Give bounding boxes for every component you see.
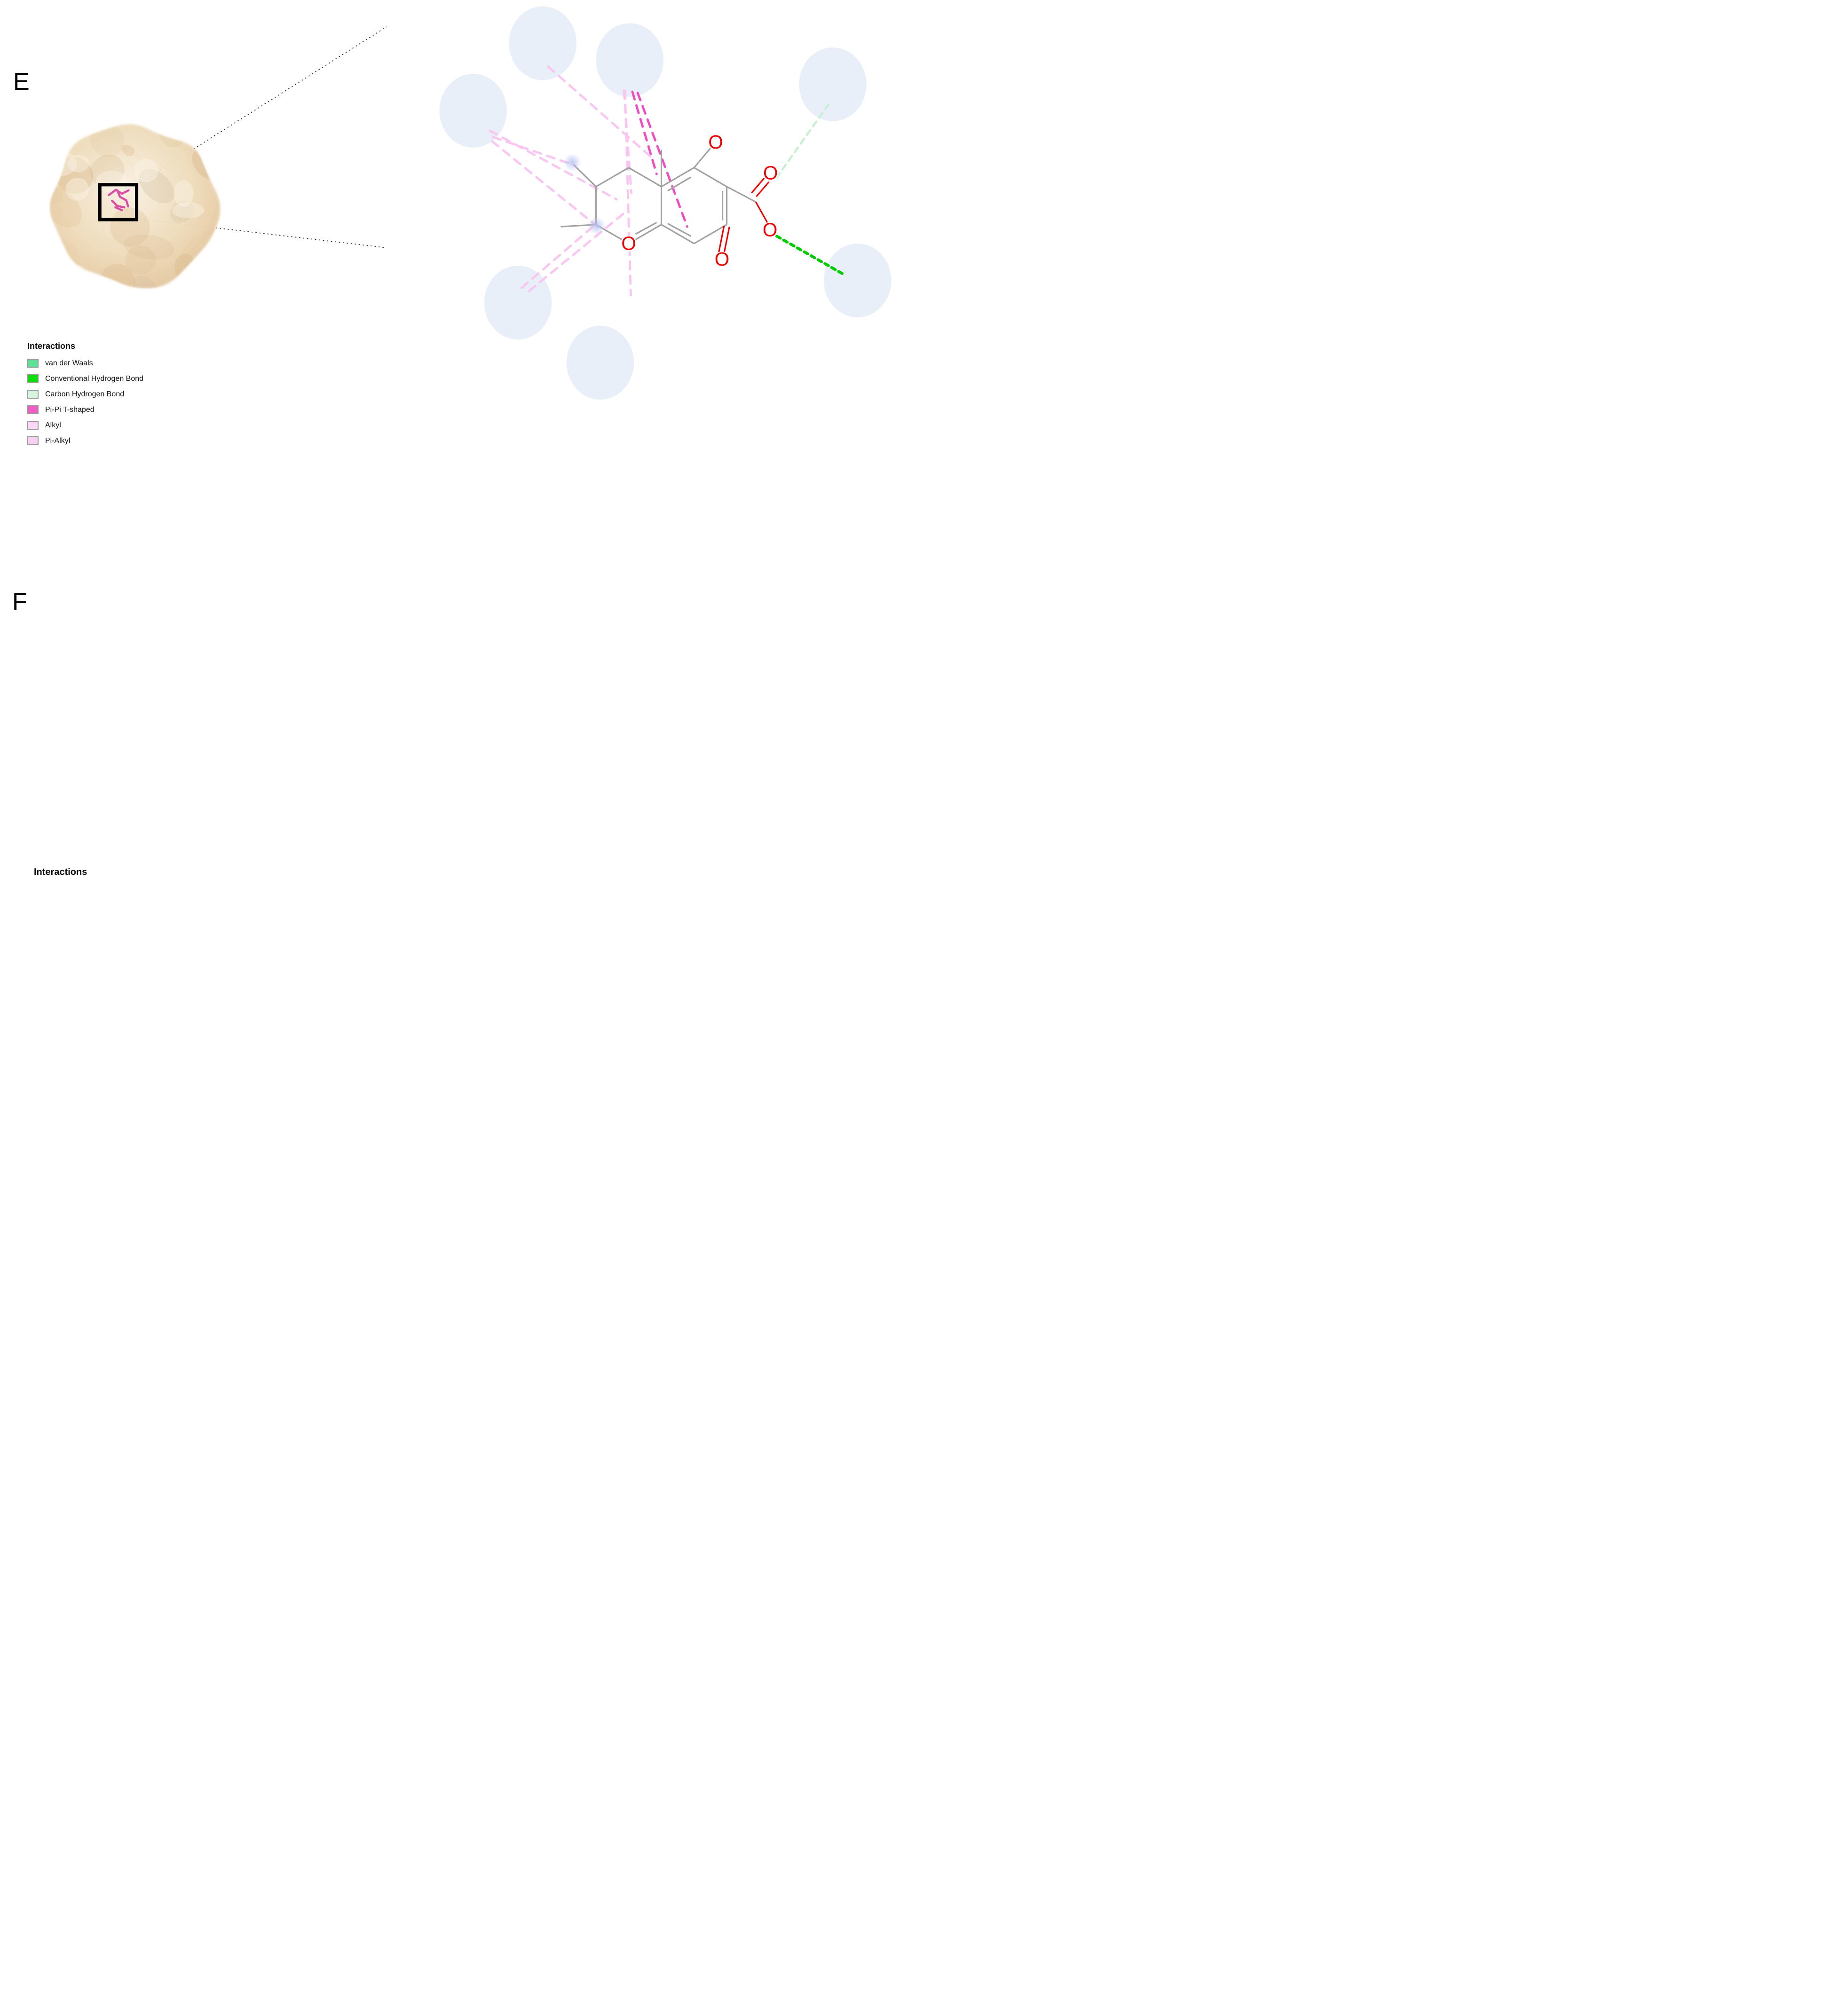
bond: [667, 176, 692, 192]
interaction-line-pipi: [636, 91, 688, 228]
interaction-line-alkyl: [528, 208, 630, 292]
zoom-connector-line: [136, 26, 387, 186]
legend-swatch-hbond: [27, 374, 39, 383]
legend-swatch-pialkyl: [27, 436, 39, 445]
legend-item-pialkyl: Pi-Alkyl: [27, 436, 143, 445]
interaction-line-alkyl: [492, 136, 577, 167]
bond: [694, 167, 727, 188]
bond: [756, 181, 770, 197]
bond: [693, 144, 714, 168]
bond: [628, 167, 662, 188]
bond: [635, 221, 657, 235]
interaction-legend: Interactions van der Waals Conventional H…: [27, 341, 143, 452]
legend-label: Conventional Hydrogen Bond: [45, 374, 144, 383]
legend-item-alkyl: Alkyl: [27, 421, 143, 430]
binding-site-box: [98, 183, 139, 221]
figure-page: E Interactions van der Waals Conventional…: [0, 0, 916, 1008]
bond: [751, 178, 765, 194]
legend-item-hbond: Conventional Hydrogen Bond: [27, 374, 143, 383]
protein-surface-view: [50, 124, 221, 288]
bond: [667, 223, 692, 237]
panel-E: E Interactions van der Waals Conventional…: [0, 0, 916, 504]
atom-mask: [762, 222, 778, 238]
interaction-legend: Interactions: [34, 867, 87, 888]
bond: [661, 224, 695, 244]
bond: [694, 224, 727, 244]
legend-label: Pi-Pi T-shaped: [45, 405, 95, 414]
residue-halo: [823, 244, 892, 318]
interaction-line-pipi: [631, 90, 658, 175]
legend-label: Carbon Hydrogen Bond: [45, 390, 125, 398]
atom-blush: [587, 216, 606, 235]
legend-swatch-alkyl: [27, 421, 39, 430]
legend-swatch-chbond: [27, 390, 39, 399]
interaction-line-alkyl: [520, 222, 598, 289]
bond: [755, 201, 769, 224]
interaction-line-alkyl: [491, 140, 599, 228]
residue-halo: [509, 6, 577, 80]
interaction-diagram: O O O O O: [439, 6, 892, 400]
bond: [723, 226, 730, 253]
oxygen-atom-label: O: [621, 233, 636, 254]
atom-blush: [563, 153, 582, 172]
panel-label: E: [13, 68, 30, 95]
legend-label: Pi-Alkyl: [45, 436, 71, 445]
bond: [726, 186, 757, 203]
legend-item-chbond: Carbon Hydrogen Bond: [27, 390, 143, 399]
interaction-line-chb: [773, 103, 830, 181]
interaction-line-hb: [775, 235, 845, 276]
legend-swatch-vdw: [27, 359, 39, 368]
legend-swatch-pipi: [27, 405, 39, 414]
bond: [595, 167, 629, 188]
legend-title: Interactions: [27, 341, 76, 351]
residue-halo: [439, 73, 507, 148]
bond: [718, 225, 725, 252]
legend-item-vdw: van der Waals: [27, 359, 143, 368]
legend-item-pipi: Pi-Pi T-shaped: [27, 405, 143, 414]
oxygen-atom-label: O: [763, 162, 778, 183]
oxygen-atom-label: O: [708, 131, 723, 153]
panel-F: F Interactions: [0, 504, 916, 1008]
legend-label: Alkyl: [45, 421, 61, 429]
oxygen-atom-label: O: [763, 219, 777, 240]
atom-mask: [708, 134, 724, 150]
residue-halo: [484, 266, 552, 340]
legend-items: van der Waals Conventional Hydrogen Bond C…: [27, 359, 143, 445]
interaction-diagram: [376, 505, 916, 1008]
bond: [661, 167, 695, 188]
ligand-sticks: [108, 189, 130, 212]
interaction-line-alkyl: [623, 89, 633, 194]
interaction-line-alkyl: [547, 65, 654, 159]
legend-label: van der Waals: [45, 359, 93, 367]
residue-halo: [566, 326, 634, 400]
atom-mask: [762, 165, 779, 181]
residue-halo: [799, 47, 867, 121]
panel-label: F: [12, 588, 27, 615]
atom-mask: [621, 236, 637, 252]
atom-mask: [714, 251, 730, 268]
legend-title: Interactions: [34, 867, 87, 877]
oxygen-atom-label: O: [715, 248, 729, 270]
residue-halo: [596, 23, 664, 97]
interaction-line-alkyl: [489, 129, 618, 201]
zoom-connector-lines: [136, 26, 387, 248]
ligand-structure: O O O O O: [560, 131, 779, 270]
